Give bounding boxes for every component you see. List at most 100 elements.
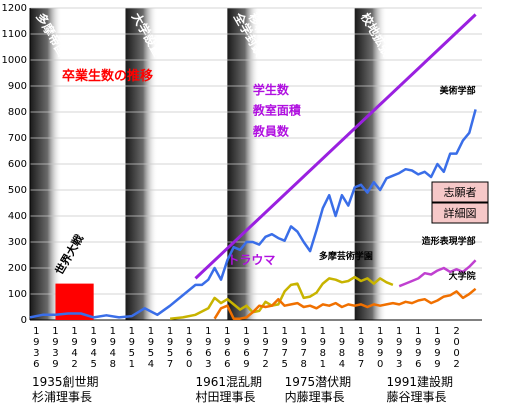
svg-text:9: 9 [167, 337, 173, 348]
y-tick-label-10: 1000 [2, 55, 27, 66]
svg-text:1: 1 [224, 326, 230, 337]
svg-text:1: 1 [71, 326, 77, 337]
svg-text:5: 5 [148, 348, 154, 359]
svg-text:8: 8 [320, 348, 326, 359]
svg-text:9: 9 [243, 359, 249, 370]
svg-text:7: 7 [281, 348, 287, 359]
era-label-2-line2: 内藤理事長 [285, 390, 345, 404]
svg-text:6: 6 [224, 359, 230, 370]
svg-text:9: 9 [205, 337, 211, 348]
svg-text:1: 1 [167, 326, 173, 337]
svg-text:4: 4 [71, 348, 77, 359]
svg-text:9: 9 [71, 337, 77, 348]
chart-title: 卒業生数の推移 [62, 68, 153, 84]
series-line-0 [29, 109, 477, 319]
y-tick-label-11: 1100 [2, 29, 27, 40]
era-label-3-line2: 藤谷理事長 [387, 390, 447, 404]
svg-text:1: 1 [339, 326, 345, 337]
svg-text:1: 1 [129, 326, 135, 337]
series-line-3 [213, 287, 477, 320]
svg-text:9: 9 [396, 337, 402, 348]
svg-text:6: 6 [243, 348, 249, 359]
svg-text:1: 1 [434, 326, 440, 337]
svg-text:6: 6 [33, 359, 39, 370]
svg-text:9: 9 [129, 337, 135, 348]
era-label-2-line1: 1975潜伏期 [285, 375, 352, 389]
svg-text:5: 5 [129, 348, 135, 359]
svg-text:9: 9 [90, 337, 96, 348]
svg-text:1: 1 [281, 326, 287, 337]
svg-text:9: 9 [434, 348, 440, 359]
svg-text:3: 3 [52, 348, 58, 359]
svg-text:3: 3 [33, 348, 39, 359]
legend-button-label-1: 詳細図 [444, 206, 477, 220]
svg-text:1: 1 [129, 359, 135, 370]
svg-text:1: 1 [320, 326, 326, 337]
svg-text:9: 9 [377, 337, 383, 348]
svg-text:8: 8 [358, 348, 364, 359]
svg-text:1: 1 [396, 326, 402, 337]
svg-text:5: 5 [281, 359, 287, 370]
series-name-label-2: 造形表現学部 [422, 235, 476, 247]
legend-button-label-0: 志願者 [444, 186, 477, 199]
svg-text:1: 1 [205, 326, 211, 337]
svg-text:7: 7 [167, 359, 173, 370]
svg-text:4: 4 [148, 359, 154, 370]
svg-text:9: 9 [415, 337, 421, 348]
svg-text:4: 4 [339, 359, 345, 370]
svg-text:2: 2 [453, 326, 459, 337]
svg-text:2: 2 [453, 359, 459, 370]
svg-text:6: 6 [224, 348, 230, 359]
y-tick-label-0: 0 [21, 315, 27, 326]
svg-text:1: 1 [320, 359, 326, 370]
svg-text:9: 9 [52, 359, 58, 370]
era-label-0-line2: 杉浦理事長 [32, 390, 92, 404]
svg-text:6: 6 [205, 348, 211, 359]
svg-text:9: 9 [186, 337, 192, 348]
annotation-2: 教員数 [252, 123, 290, 138]
svg-text:2: 2 [71, 359, 77, 370]
legend-button-0[interactable] [431, 181, 489, 203]
era-label-1-line1: 1961混乱期 [196, 375, 263, 389]
annotation-3: トラウマ [227, 253, 275, 267]
svg-text:1: 1 [148, 326, 154, 337]
svg-text:1: 1 [52, 326, 58, 337]
legend-button-1[interactable] [431, 202, 489, 224]
series-line-1 [169, 275, 394, 320]
svg-text:9: 9 [262, 337, 268, 348]
svg-text:7: 7 [262, 348, 268, 359]
svg-text:1: 1 [186, 326, 192, 337]
svg-text:7: 7 [358, 359, 364, 370]
svg-text:7: 7 [301, 348, 307, 359]
svg-text:8: 8 [301, 359, 307, 370]
svg-text:2: 2 [262, 359, 268, 370]
y-tick-label-9: 900 [8, 81, 27, 92]
y-tick-label-5: 500 [8, 185, 27, 196]
svg-text:1: 1 [358, 326, 364, 337]
y-tick-label-6: 600 [8, 159, 27, 170]
svg-text:1: 1 [243, 326, 249, 337]
era-label-0-line1: 1935創世期 [32, 375, 99, 389]
svg-text:9: 9 [110, 337, 116, 348]
svg-text:1: 1 [90, 326, 96, 337]
svg-text:9: 9 [358, 337, 364, 348]
svg-text:1: 1 [262, 326, 268, 337]
axes [29, 8, 482, 321]
series-lines [29, 13, 477, 320]
x-tick-labels: 1936193919421945194819511954195719601963… [33, 326, 460, 370]
